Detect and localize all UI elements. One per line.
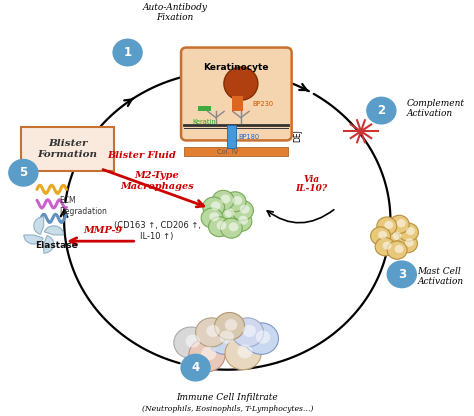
- Circle shape: [387, 241, 407, 259]
- Circle shape: [256, 330, 270, 344]
- Circle shape: [385, 228, 405, 246]
- FancyBboxPatch shape: [228, 125, 237, 148]
- Circle shape: [387, 261, 416, 287]
- Circle shape: [367, 97, 396, 124]
- Circle shape: [397, 219, 406, 228]
- Text: Col. IV: Col. IV: [217, 149, 238, 155]
- Circle shape: [210, 212, 219, 221]
- Text: 4: 4: [191, 361, 200, 374]
- Circle shape: [237, 344, 253, 359]
- Circle shape: [225, 319, 237, 331]
- Circle shape: [196, 318, 228, 347]
- Circle shape: [384, 221, 393, 229]
- Circle shape: [217, 221, 227, 230]
- Circle shape: [201, 208, 223, 228]
- Circle shape: [395, 245, 403, 253]
- Circle shape: [238, 216, 248, 225]
- Circle shape: [371, 227, 391, 245]
- Circle shape: [232, 196, 242, 205]
- Circle shape: [399, 223, 419, 241]
- FancyArrowPatch shape: [267, 210, 334, 223]
- FancyBboxPatch shape: [232, 96, 243, 111]
- Text: BP230: BP230: [252, 102, 273, 107]
- FancyBboxPatch shape: [21, 127, 114, 171]
- Circle shape: [217, 204, 238, 224]
- Text: (Neutrophils, Eosinophils, T-Lymphocytes…): (Neutrophils, Eosinophils, T-Lymphocytes…: [142, 405, 313, 413]
- Circle shape: [406, 227, 415, 235]
- Text: 5: 5: [19, 166, 27, 179]
- Wedge shape: [45, 226, 64, 235]
- Circle shape: [219, 330, 234, 344]
- Text: BP180: BP180: [238, 134, 260, 140]
- Text: Immune Cell Infiltrate: Immune Cell Infiltrate: [176, 393, 278, 401]
- Circle shape: [389, 215, 409, 233]
- Text: Keratin: Keratin: [193, 119, 217, 125]
- Text: ECM
Degradation: ECM Degradation: [60, 196, 108, 215]
- Text: (CD163 ↑, CD206 ↑,
IL-10 ↑): (CD163 ↑, CD206 ↑, IL-10 ↑): [114, 221, 201, 241]
- Text: Elastase: Elastase: [35, 241, 77, 250]
- Text: Blister Fluid: Blister Fluid: [107, 151, 176, 160]
- FancyBboxPatch shape: [184, 147, 289, 156]
- Circle shape: [244, 323, 279, 354]
- Circle shape: [225, 337, 261, 370]
- Wedge shape: [44, 235, 54, 253]
- FancyBboxPatch shape: [198, 106, 211, 111]
- Text: Blister
Formation: Blister Formation: [37, 139, 98, 159]
- Text: M2-Type
Macrophages: M2-Type Macrophages: [120, 171, 194, 191]
- Circle shape: [392, 232, 401, 240]
- Text: 2: 2: [377, 104, 385, 117]
- Circle shape: [232, 318, 264, 347]
- Circle shape: [189, 339, 225, 372]
- Text: 3: 3: [398, 268, 406, 281]
- Circle shape: [201, 347, 216, 361]
- Circle shape: [113, 39, 142, 66]
- Circle shape: [215, 312, 245, 340]
- Text: Auto-Antibody
Fixation: Auto-Antibody Fixation: [143, 3, 208, 22]
- Text: Keratinocyte: Keratinocyte: [204, 63, 269, 72]
- Text: 1: 1: [124, 46, 132, 59]
- Circle shape: [232, 201, 254, 220]
- Text: Complement
Activation: Complement Activation: [406, 99, 465, 118]
- Circle shape: [225, 208, 234, 218]
- Circle shape: [243, 325, 256, 337]
- Circle shape: [230, 211, 252, 231]
- FancyBboxPatch shape: [181, 47, 292, 141]
- Circle shape: [220, 195, 230, 203]
- Circle shape: [398, 235, 418, 253]
- Wedge shape: [24, 235, 43, 244]
- Circle shape: [174, 327, 208, 359]
- Circle shape: [206, 325, 219, 337]
- Circle shape: [203, 197, 225, 217]
- Circle shape: [224, 192, 246, 212]
- Circle shape: [212, 191, 234, 210]
- Circle shape: [378, 231, 387, 239]
- Circle shape: [375, 238, 395, 256]
- Circle shape: [377, 217, 397, 235]
- Text: MMP-9: MMP-9: [83, 226, 122, 235]
- Circle shape: [228, 223, 238, 231]
- Circle shape: [208, 323, 242, 354]
- Ellipse shape: [224, 67, 258, 100]
- Text: Mast Cell
Activation: Mast Cell Activation: [418, 267, 464, 286]
- Wedge shape: [34, 217, 44, 234]
- Circle shape: [211, 201, 221, 210]
- Circle shape: [185, 334, 200, 348]
- Circle shape: [181, 354, 210, 381]
- Circle shape: [9, 159, 38, 186]
- Circle shape: [220, 218, 242, 238]
- Text: DEJ: DEJ: [293, 129, 302, 142]
- Circle shape: [209, 217, 230, 237]
- Circle shape: [405, 238, 414, 247]
- Circle shape: [383, 241, 392, 250]
- Circle shape: [240, 205, 250, 214]
- Text: Via
IL-10?: Via IL-10?: [295, 175, 327, 193]
